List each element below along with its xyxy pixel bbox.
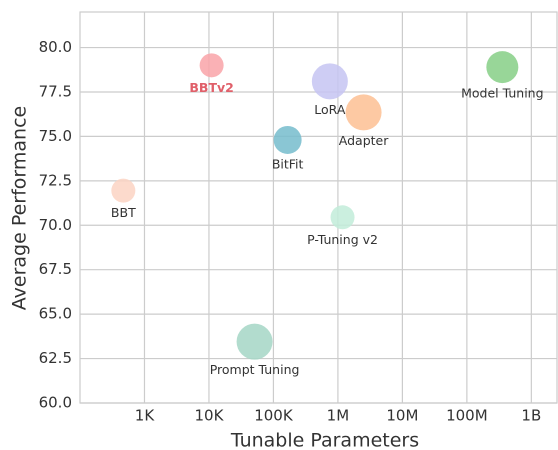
point-label: Model Tuning	[461, 86, 543, 101]
point-label: P-Tuning v2	[307, 232, 378, 247]
x-tick-label: 1M	[327, 407, 350, 425]
x-tick-label: 10M	[386, 407, 418, 425]
y-tick-label: 62.5	[39, 349, 72, 367]
y-tick-label: 75.0	[39, 127, 72, 145]
point-label: LoRA	[314, 102, 346, 117]
x-tick-label: 100M	[446, 407, 488, 425]
bubble	[486, 51, 519, 84]
bubble	[330, 205, 355, 230]
y-tick-label: 65.0	[39, 305, 72, 323]
bubble	[199, 53, 224, 78]
point-label: BitFit	[272, 156, 304, 171]
point-label: BBT	[111, 205, 136, 220]
bubble	[345, 94, 382, 131]
x-axis-label: Tunable Parameters	[230, 430, 419, 450]
x-tick-label: 1B	[521, 407, 541, 425]
bubble	[236, 323, 273, 360]
x-tick-label: 10K	[194, 407, 224, 425]
bubble	[273, 125, 302, 154]
y-tick-label: 70.0	[39, 216, 72, 234]
x-tick-label: 1K	[135, 407, 156, 425]
point-label: Adapter	[339, 133, 389, 148]
y-axis-label: Average Performance	[9, 106, 31, 310]
y-tick-label: 72.5	[39, 171, 72, 189]
bubble	[311, 63, 348, 100]
y-tick-label: 67.5	[39, 260, 72, 278]
y-tick-label: 80.0	[39, 38, 72, 56]
point-label: Prompt Tuning	[210, 362, 300, 377]
point-label: BBTv2	[189, 80, 233, 95]
y-tick-label: 77.5	[39, 82, 72, 100]
y-tick-label: 60.0	[39, 394, 72, 412]
x-tick-label: 100K	[254, 407, 294, 425]
bubble	[111, 178, 136, 203]
